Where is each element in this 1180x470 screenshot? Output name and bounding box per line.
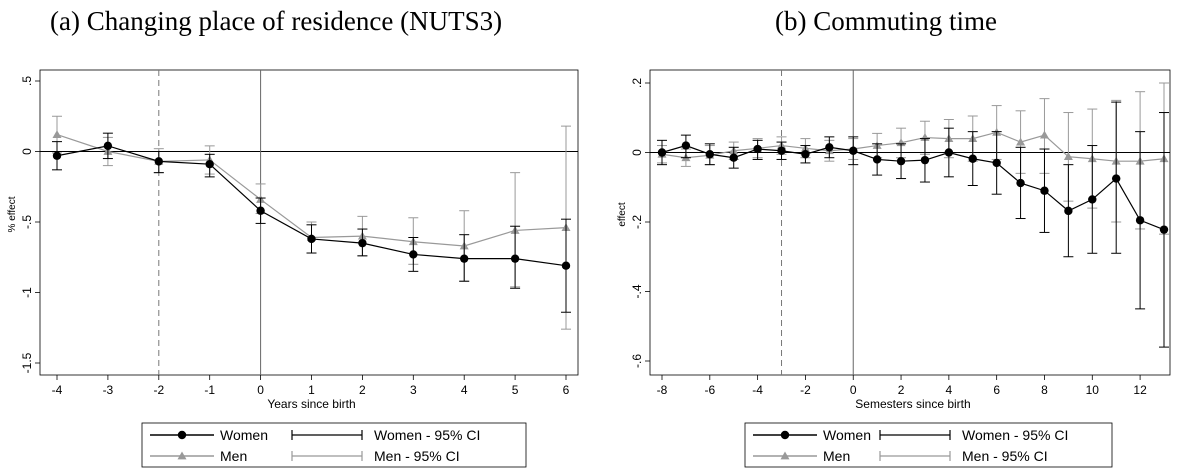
- women-point: [52, 151, 62, 160]
- x-tick-label: -4: [52, 383, 63, 397]
- x-tick-label: -2: [153, 383, 164, 397]
- women-point: [705, 150, 715, 159]
- women-point: [872, 155, 882, 164]
- x-tick-label: 2: [359, 383, 366, 397]
- legend-women-label: Women: [823, 427, 871, 443]
- women-point: [561, 261, 571, 270]
- legend-men-marker: [780, 451, 790, 460]
- y-axis-title: % effect: [7, 196, 18, 232]
- women-point: [729, 153, 738, 162]
- y-axis-title: effect: [617, 202, 628, 226]
- legend-men-marker: [177, 451, 187, 460]
- x-tick-label: -3: [103, 383, 114, 397]
- x-tick-label: 4: [461, 383, 468, 397]
- y-tick-label: -1: [20, 287, 34, 298]
- x-tick-label: 5: [512, 383, 519, 397]
- women-point: [1088, 195, 1097, 204]
- x-tick-label: -1: [204, 383, 215, 397]
- women-point: [920, 155, 930, 165]
- women-point: [1135, 216, 1145, 225]
- women-point: [992, 158, 1001, 168]
- y-tick-label: -1.5: [20, 352, 34, 373]
- y-tick-label: -.6: [630, 354, 644, 368]
- y-tick-label: .5: [20, 76, 34, 86]
- women-point: [1040, 186, 1049, 195]
- women-point: [205, 159, 214, 169]
- women-point: [409, 250, 418, 259]
- legend-box: [744, 422, 1113, 468]
- x-axis-title: Semesters since birth: [855, 397, 970, 411]
- legend-men-ci-label: Men - 95% CI: [962, 448, 1048, 464]
- women-point: [849, 146, 858, 155]
- legend: Women Women - 95% CI Men Men - 95% CI: [141, 422, 527, 468]
- panel-b-title: (b) Commuting time: [775, 6, 997, 36]
- legend-men-label: Men: [823, 448, 850, 464]
- y-tick-label: 0: [630, 149, 644, 156]
- x-axis-title: Years since birth: [267, 397, 355, 411]
- panel-a-title: (a) Changing place of residence (NUTS3): [50, 6, 503, 36]
- women-point: [825, 143, 834, 152]
- x-tick-label: -4: [752, 383, 763, 397]
- men-series-line: [661, 131, 1165, 162]
- x-tick-label: -6: [704, 383, 715, 397]
- women-point: [801, 150, 810, 159]
- legend-women-ci-label: Women - 95% CI: [374, 427, 480, 443]
- x-tick-label: 6: [993, 383, 1000, 397]
- x-tick-label: 4: [946, 383, 953, 397]
- women-point: [103, 141, 113, 151]
- x-tick-label: 0: [850, 383, 857, 397]
- women-point: [657, 148, 667, 157]
- legend-women-marker: [177, 430, 187, 440]
- chart-panel-b: .2 0 -.2 -.4 -.6 -8 -6 -4 -2 0 2 4 6 8 10 12 Semesters s…: [617, 69, 1171, 468]
- women-point: [510, 254, 520, 263]
- men-point: [1063, 152, 1073, 161]
- y-tick-label: -.5: [20, 215, 34, 229]
- legend-women-ci-label: Women - 95% CI: [962, 427, 1068, 443]
- y-tick-label: -.4: [630, 284, 644, 298]
- legend-women-label: Women: [220, 427, 268, 443]
- women-point: [944, 148, 954, 157]
- women-point: [154, 157, 163, 166]
- men-point: [1039, 130, 1049, 139]
- women-point: [1111, 174, 1121, 183]
- legend-women-marker: [780, 430, 790, 440]
- legend: Women Women - 95% CI Men Men - 95% CI: [744, 422, 1113, 468]
- women-point: [358, 238, 367, 248]
- x-tick-label: -8: [657, 383, 668, 397]
- women-point: [1159, 225, 1169, 234]
- chart-panel-a: .5 0 -.5 -1 -1.5 -4 -3 -2 -1 0 1 2 3 4 5 6 Years since b…: [7, 69, 579, 468]
- women-point: [460, 254, 469, 263]
- women-point: [307, 234, 316, 244]
- x-tick-label: 10: [1086, 383, 1100, 397]
- x-tick-label: 0: [257, 383, 264, 397]
- y-tick-label: 0: [20, 148, 34, 155]
- men-point: [52, 130, 62, 138]
- women-point: [753, 144, 762, 154]
- x-tick-label: 8: [1041, 383, 1048, 397]
- y-tick-label: .2: [630, 78, 644, 88]
- y-tick-label: -.2: [630, 215, 644, 229]
- x-tick-label: -2: [800, 383, 811, 397]
- x-tick-label: 1: [308, 383, 315, 397]
- x-tick-label: 3: [410, 383, 417, 397]
- women-point: [1016, 178, 1025, 188]
- plot-frame: [39, 69, 579, 376]
- women-point: [777, 146, 786, 155]
- legend-men-label: Men: [220, 448, 247, 464]
- legend-men-ci-label: Men - 95% CI: [374, 448, 460, 464]
- women-point: [1064, 206, 1073, 216]
- women-point: [968, 154, 977, 163]
- men-point: [1016, 137, 1026, 146]
- legend-box: [141, 422, 527, 468]
- women-point: [256, 206, 265, 215]
- plot-frame: [649, 69, 1171, 376]
- x-tick-label: 12: [1133, 383, 1147, 397]
- women-series-line: [661, 144, 1165, 231]
- x-tick-label: 6: [563, 383, 570, 397]
- x-tick-label: 2: [898, 383, 905, 397]
- women-point: [681, 141, 691, 150]
- women-point: [896, 156, 906, 166]
